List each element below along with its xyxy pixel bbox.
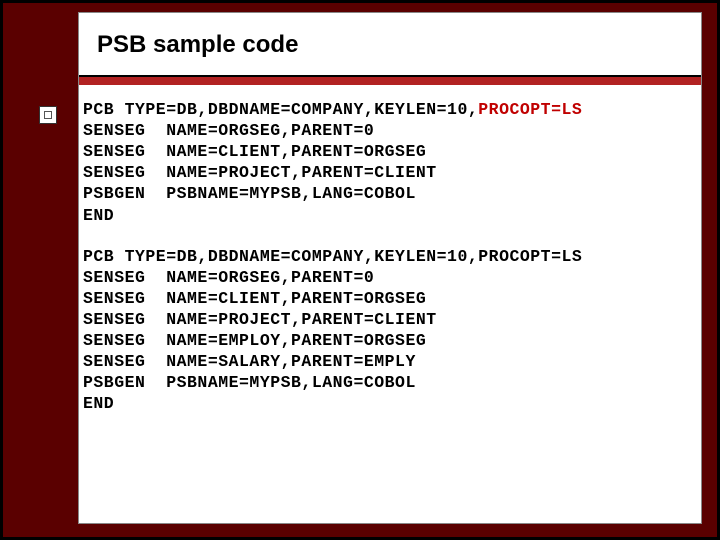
page-title: PSB sample code xyxy=(97,31,298,59)
code-block-1: PCB TYPE=DB,DBDNAME=COMPANY,KEYLEN=10,PR… xyxy=(83,99,693,226)
code-line: SENSEG NAME=EMPLOY,PARENT=ORGSEG xyxy=(83,330,693,351)
code-line: PCB TYPE=DB,DBDNAME=COMPANY,KEYLEN=10,PR… xyxy=(83,99,693,120)
code-text: PCB TYPE=DB,DBDNAME=COMPANY,KEYLEN=10, xyxy=(83,100,478,119)
code-line: PSBGEN PSBNAME=MYPSB,LANG=COBOL xyxy=(83,372,693,393)
code-line: END xyxy=(83,205,693,226)
code-highlight: PROCOPT=LS xyxy=(478,100,582,119)
code-line: SENSEG NAME=ORGSEG,PARENT=0 xyxy=(83,120,693,141)
code-block-2: PCB TYPE=DB,DBDNAME=COMPANY,KEYLEN=10,PR… xyxy=(83,246,693,415)
bullet-icon xyxy=(39,106,57,124)
code-area: PCB TYPE=DB,DBDNAME=COMPANY,KEYLEN=10,PR… xyxy=(83,99,693,415)
code-line: END xyxy=(83,393,693,414)
code-line: SENSEG NAME=ORGSEG,PARENT=0 xyxy=(83,267,693,288)
code-line: SENSEG NAME=CLIENT,PARENT=ORGSEG xyxy=(83,288,693,309)
code-line: SENSEG NAME=PROJECT,PARENT=CLIENT xyxy=(83,309,693,330)
code-line: SENSEG NAME=PROJECT,PARENT=CLIENT xyxy=(83,162,693,183)
code-line: PSBGEN PSBNAME=MYPSB,LANG=COBOL xyxy=(83,183,693,204)
title-inner: PSB sample code xyxy=(79,13,701,77)
title-bar: PSB sample code xyxy=(79,13,701,85)
code-line: SENSEG NAME=CLIENT,PARENT=ORGSEG xyxy=(83,141,693,162)
content-panel: PSB sample code PCB TYPE=DB,DBDNAME=COMP… xyxy=(78,12,702,524)
code-line: SENSEG NAME=SALARY,PARENT=EMPLY xyxy=(83,351,693,372)
block-gap xyxy=(83,226,693,246)
code-line: PCB TYPE=DB,DBDNAME=COMPANY,KEYLEN=10,PR… xyxy=(83,246,693,267)
bullet-inner xyxy=(44,111,52,119)
